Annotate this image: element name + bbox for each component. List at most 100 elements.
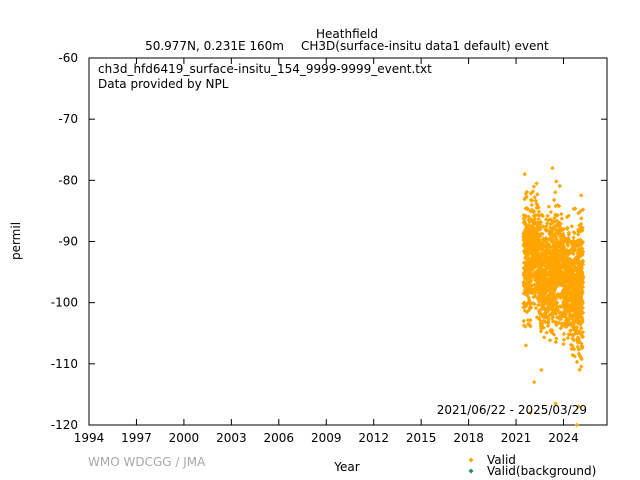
data-point xyxy=(566,230,572,235)
data-point xyxy=(579,311,584,316)
data-point xyxy=(568,272,574,278)
data-point xyxy=(546,242,551,247)
data-point xyxy=(573,206,578,211)
data-point xyxy=(527,224,533,229)
data-point xyxy=(569,247,574,252)
data-point xyxy=(539,280,544,286)
data-point xyxy=(570,325,576,330)
data-point xyxy=(557,316,562,322)
provider-label: Data provided by NPL xyxy=(98,77,229,91)
data-point xyxy=(570,352,575,358)
data-point xyxy=(529,252,535,257)
data-point xyxy=(544,285,549,290)
data-point xyxy=(543,319,548,325)
data-point xyxy=(543,217,549,222)
data-point xyxy=(533,198,538,203)
data-point xyxy=(551,250,557,255)
data-point xyxy=(575,308,580,313)
data-point xyxy=(549,271,555,277)
data-point xyxy=(566,269,571,274)
data-point xyxy=(521,301,526,306)
x-tick-label: 2024 xyxy=(548,431,579,445)
data-point xyxy=(575,335,581,340)
data-point xyxy=(538,219,544,225)
data-point xyxy=(537,240,542,245)
data-point xyxy=(561,300,567,306)
x-tick-label: 2006 xyxy=(264,431,295,445)
data-point xyxy=(546,281,551,286)
data-point xyxy=(548,254,554,259)
data-point xyxy=(537,273,542,279)
data-point xyxy=(548,276,554,281)
data-point xyxy=(524,206,530,211)
data-point xyxy=(574,326,579,331)
data-point xyxy=(573,255,579,260)
data-point xyxy=(531,248,536,254)
data-point xyxy=(552,261,557,266)
data-point xyxy=(563,237,568,242)
data-point xyxy=(565,226,570,232)
data-point xyxy=(566,271,572,276)
data-point xyxy=(579,216,584,221)
data-point xyxy=(553,241,558,247)
data-point xyxy=(531,230,536,236)
data-point xyxy=(527,282,533,288)
data-point xyxy=(572,292,577,297)
data-point xyxy=(522,196,527,202)
data-point xyxy=(536,213,542,218)
data-point xyxy=(560,294,565,300)
data-point xyxy=(549,220,555,226)
data-point xyxy=(546,255,552,260)
data-point xyxy=(547,229,553,234)
data-point xyxy=(576,300,582,305)
data-point xyxy=(537,234,543,239)
data-point xyxy=(527,297,532,303)
data-point xyxy=(576,305,581,311)
data-point xyxy=(570,336,575,341)
data-point xyxy=(572,354,577,359)
data-point xyxy=(554,247,559,253)
data-point xyxy=(571,240,576,245)
data-point xyxy=(556,293,561,298)
data-point xyxy=(579,325,584,331)
data-point xyxy=(538,222,543,227)
data-point xyxy=(574,289,579,294)
legend-marker-valid xyxy=(468,457,474,463)
data-point xyxy=(521,231,526,236)
data-point xyxy=(567,256,573,262)
data-point xyxy=(535,202,540,208)
data-point xyxy=(568,328,573,333)
data-point xyxy=(553,311,559,316)
data-point xyxy=(542,305,547,311)
data-point xyxy=(524,226,530,232)
data-point xyxy=(571,346,577,352)
data-point xyxy=(578,242,584,248)
data-point xyxy=(553,309,559,314)
data-point xyxy=(529,202,535,208)
data-point xyxy=(521,266,527,271)
data-point xyxy=(528,208,534,213)
data-point xyxy=(576,315,582,321)
data-point xyxy=(563,324,569,330)
data-point xyxy=(558,235,563,240)
data-point xyxy=(533,272,538,278)
data-point xyxy=(553,212,558,217)
data-point xyxy=(560,244,565,249)
data-point xyxy=(533,277,539,282)
data-point xyxy=(577,276,583,282)
x-tick-label: 2021 xyxy=(501,431,532,445)
data-point xyxy=(574,359,580,365)
data-point xyxy=(579,289,584,294)
data-point xyxy=(544,298,549,304)
data-point xyxy=(577,286,582,291)
data-point xyxy=(580,259,586,264)
data-point xyxy=(537,291,542,296)
data-point xyxy=(523,250,528,256)
data-point xyxy=(526,252,531,257)
data-point xyxy=(539,284,544,289)
data-point xyxy=(553,256,558,261)
data-point xyxy=(578,355,584,360)
data-point xyxy=(551,301,556,307)
data-point xyxy=(522,287,528,293)
data-point xyxy=(524,189,530,195)
